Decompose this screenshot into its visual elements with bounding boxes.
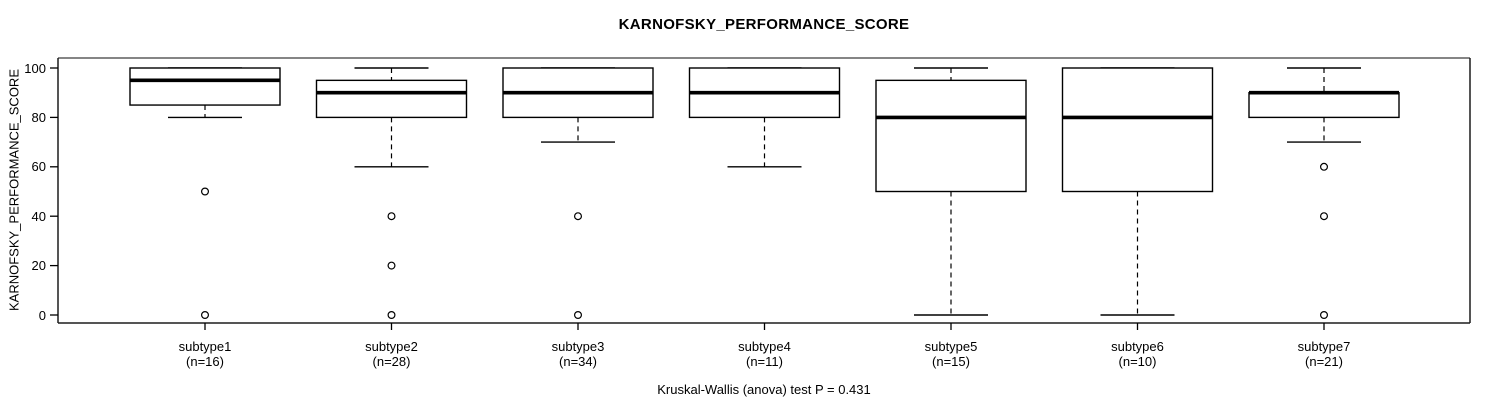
y-tick-label-20: 20	[31, 258, 46, 274]
group-name: subtype4	[738, 339, 791, 354]
stat-test-annotation: Kruskal-Wallis (anova) test P = 0.431	[657, 382, 871, 397]
y-tick-label-80: 80	[31, 109, 46, 125]
outlier-subtype2-0	[387, 311, 396, 320]
outlier-subtype3-0	[573, 311, 582, 320]
box-subtype2	[315, 79, 468, 119]
group-n: (n=16)	[186, 354, 224, 369]
outlier-subtype2-40	[387, 212, 396, 221]
group-n: (n=28)	[372, 354, 411, 369]
x-group-label-subtype3: subtype3 (n=34)	[485, 339, 672, 369]
y-tick-label-40: 40	[31, 208, 46, 224]
outlier-subtype7-60	[1319, 162, 1328, 171]
group-name: subtype7	[1297, 339, 1351, 354]
group-n: (n=21)	[1305, 354, 1343, 369]
y-tick-label-0: 0	[38, 307, 46, 323]
box-subtype7	[1248, 91, 1400, 119]
group-name: subtype5	[924, 339, 978, 354]
x-group-label-subtype6: subtype6 (n=10)	[1044, 339, 1231, 369]
y-axis-title: KARNOFSKY_PERFORMANCE_SCORE	[6, 69, 22, 311]
group-name: subtype2	[365, 339, 418, 354]
chart-title: KARNOFSKY_PERFORMANCE_SCORE	[618, 16, 910, 33]
y-tick-label-60: 60	[31, 159, 46, 175]
group-n: (n=11)	[746, 354, 783, 369]
box-subtype5	[875, 79, 1027, 193]
group-n: (n=15)	[932, 354, 970, 369]
outlier-subtype7-0	[1319, 311, 1328, 320]
outlier-subtype1-50	[201, 187, 210, 196]
outlier-subtype7-40	[1319, 212, 1328, 221]
x-group-label-subtype2: subtype2 (n=28)	[298, 339, 485, 369]
group-name: subtype6	[1111, 339, 1164, 354]
group-name: subtype3	[551, 339, 605, 354]
box-subtype1	[129, 67, 281, 106]
box-subtype6	[1061, 67, 1214, 193]
x-group-label-subtype1: subtype1 (n=16)	[112, 339, 299, 369]
x-group-label-subtype5: subtype5 (n=15)	[858, 339, 1045, 369]
x-group-label-subtype7: subtype7 (n=21)	[1231, 339, 1418, 369]
outlier-subtype2-20	[387, 261, 396, 270]
group-n: (n=10)	[1118, 354, 1157, 369]
x-group-label-subtype4: subtype4 (n=11)	[671, 339, 858, 369]
outlier-subtype1-0	[201, 311, 210, 320]
y-tick-label-100: 100	[24, 60, 46, 76]
group-name: subtype1	[178, 339, 232, 354]
outlier-subtype3-40	[573, 212, 582, 221]
group-n: (n=34)	[559, 354, 597, 369]
